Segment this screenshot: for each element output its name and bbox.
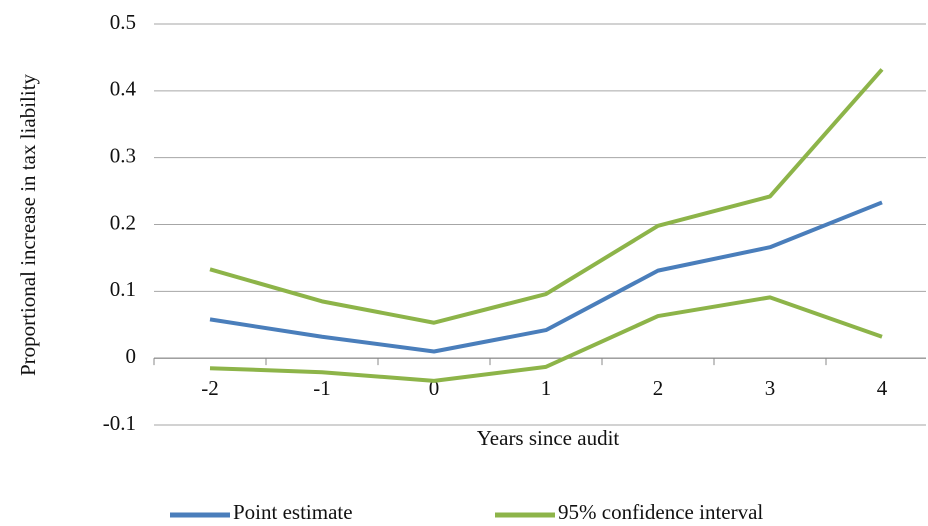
y-axis-label: Proportional increase in tax liability <box>16 73 40 376</box>
x-tick-label: 2 <box>653 376 664 400</box>
y-tick-label: -0.1 <box>103 411 136 435</box>
series-line <box>209 200 883 354</box>
legend-label: 95% confidence interval <box>558 500 763 524</box>
legend-label: Point estimate <box>233 500 353 524</box>
y-tick-label: 0.3 <box>110 143 136 167</box>
x-tick-label: -1 <box>313 376 331 400</box>
x-tick-label: -2 <box>201 376 219 400</box>
y-tick-label: 0.2 <box>110 210 136 234</box>
x-tick-label: 4 <box>877 376 888 400</box>
y-tick-label: 0.4 <box>110 77 137 101</box>
x-tick-label: 3 <box>765 376 776 400</box>
x-tick-label: 1 <box>541 376 552 400</box>
y-tick-label: 0 <box>126 344 137 368</box>
x-tick-label: 0 <box>429 376 440 400</box>
series-line <box>209 295 883 383</box>
y-tick-label: 0.1 <box>110 277 136 301</box>
y-tick-label: 0.5 <box>110 10 136 34</box>
series-line <box>209 68 884 325</box>
x-axis-label: Years since audit <box>477 426 620 450</box>
